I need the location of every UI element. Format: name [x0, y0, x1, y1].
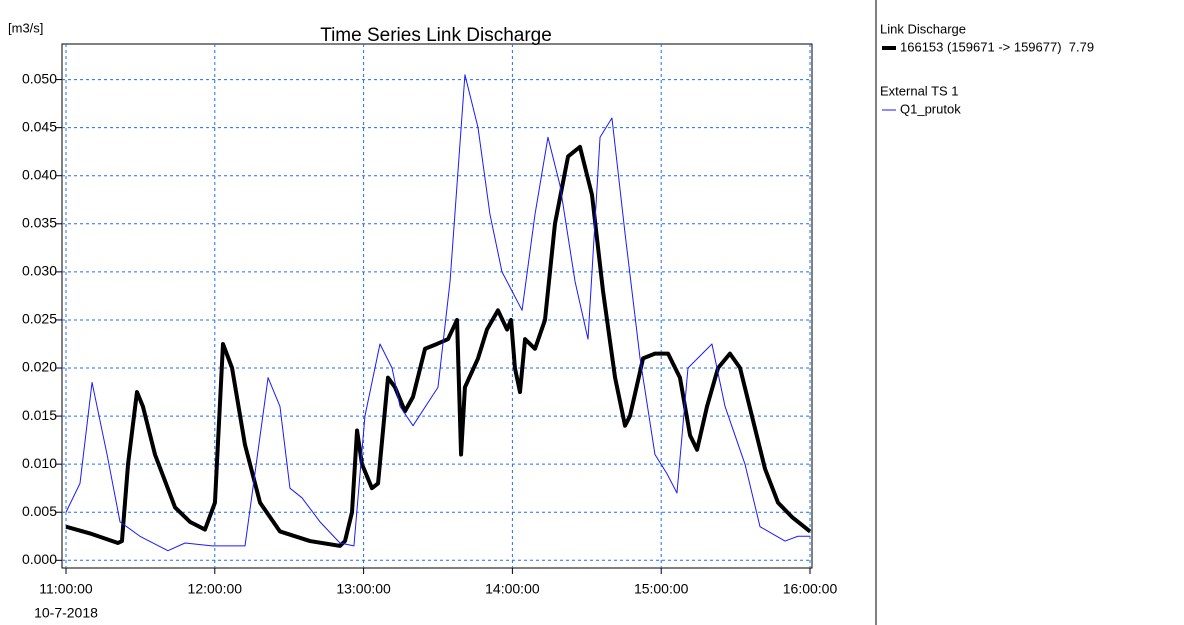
y-tick-label: 0.045 [22, 118, 57, 134]
y-tick-label: 0.025 [22, 311, 57, 327]
y-tick-label: 0.010 [22, 455, 57, 471]
plot-frame [61, 43, 813, 569]
y-tick-label: 0.005 [22, 503, 57, 519]
chart-title: Time Series Link Discharge [320, 25, 552, 46]
x-tick-label: 11:00:00 [39, 581, 93, 597]
y-tick-label: 0.040 [22, 166, 57, 182]
x-tick-label: 13:00:00 [336, 581, 391, 597]
legend-group: External TS 1 [880, 83, 959, 98]
x-date-label: 10-7-2018 [34, 605, 98, 621]
legend-group: Link Discharge [880, 21, 966, 36]
series-line [65, 74, 810, 552]
series-line [65, 144, 812, 548]
y-tick-label: 0.000 [22, 551, 57, 567]
y-axis-label: [m3/s] [8, 20, 43, 35]
legend-entry: Q1_prutok [900, 101, 961, 116]
y-tick-label: 0.015 [22, 407, 57, 423]
y-tick-label: 0.020 [22, 359, 57, 375]
x-tick-label: 12:00:00 [188, 581, 243, 597]
x-tick-label: 16:00:00 [783, 581, 838, 597]
x-tick-label: 15:00:00 [634, 581, 689, 597]
legend-entry: 166153 (159671 -> 159677) 7.79 [900, 39, 1094, 54]
y-tick-label: 0.050 [22, 70, 57, 86]
y-tick-label: 0.030 [22, 263, 57, 279]
x-tick-label: 14:00:00 [485, 581, 540, 597]
y-tick-label: 0.035 [22, 214, 57, 230]
